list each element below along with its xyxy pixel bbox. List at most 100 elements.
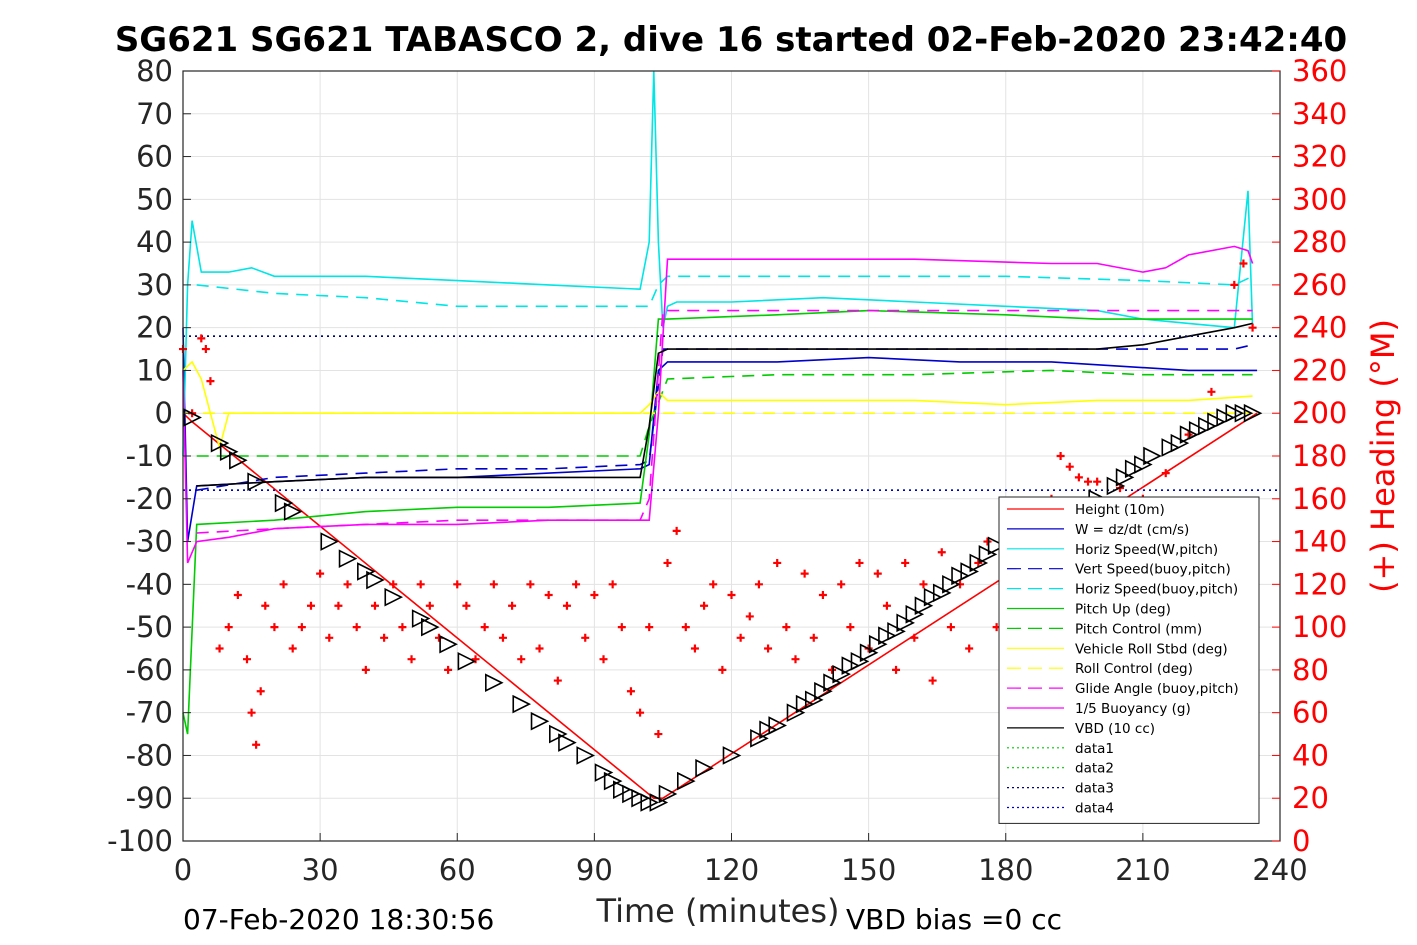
series-pitch-control-mm (196, 369, 1253, 457)
heading-point (1074, 473, 1083, 482)
heading-point (581, 633, 590, 642)
heading-point (910, 633, 919, 642)
depth-markers (183, 403, 1263, 812)
heading-point (256, 687, 265, 696)
x-tick-label: 210 (1115, 853, 1170, 887)
y-right-tick-label: 180 (1292, 439, 1347, 473)
legend-label: data2 (1075, 761, 1114, 777)
heading-point (288, 644, 297, 653)
heading-point (892, 665, 901, 674)
heading-point (247, 708, 256, 717)
x-axis: 0 30 60 90 120 150 180 210 240 (174, 833, 1308, 887)
heading-point (1230, 280, 1239, 289)
heading-point (407, 655, 416, 664)
depth-marker (1134, 455, 1153, 474)
depth-marker (932, 583, 952, 603)
heading-point (1093, 477, 1102, 486)
heading-point (197, 334, 206, 343)
heading-point (800, 569, 809, 578)
depth-marker (1188, 421, 1208, 440)
heading-point (517, 655, 526, 664)
heading-point (773, 558, 782, 567)
series-horiz-speed-w-pitch (182, 70, 1254, 457)
heading-point (1239, 259, 1248, 268)
heading-point (617, 623, 626, 632)
depth-marker (549, 724, 568, 744)
depth-marker (832, 664, 851, 684)
heading-point (636, 708, 645, 717)
legend: Height (10m) W = dz/dt (cm/s) Horiz Speed(… (998, 496, 1260, 824)
depth-marker (219, 442, 239, 462)
heading-point (242, 655, 251, 664)
heading-point (471, 655, 480, 664)
heading-point (818, 591, 827, 600)
depth-marker (759, 720, 778, 740)
depth-marker (896, 613, 915, 633)
depth-marker (859, 643, 879, 663)
heading-point (754, 580, 763, 589)
heading-point (334, 601, 343, 610)
footer-timestamp: 07-Feb-2020 18:30:56 (183, 903, 494, 936)
y-axis-right-label: (+) Heading (°M) (1364, 319, 1402, 593)
y-right-tick-label: 160 (1292, 482, 1347, 516)
heading-point (937, 548, 946, 557)
heading-point (736, 633, 745, 642)
depth-marker (722, 746, 742, 765)
depth-marker (485, 673, 504, 693)
depth-marker (823, 673, 842, 693)
heading-point (562, 601, 571, 610)
heading-point (672, 526, 681, 535)
depth-marker (923, 587, 943, 607)
heading-point (608, 580, 617, 589)
depth-marker (658, 784, 678, 804)
depth-marker (338, 549, 358, 568)
depth-marker (914, 596, 934, 616)
legend-box (998, 496, 1260, 824)
y-right-tick-label: 320 (1292, 140, 1347, 174)
depth-marker (1234, 403, 1254, 423)
heading-point (837, 580, 846, 589)
legend-label: 1/5 Buoyancy (g) (1075, 701, 1191, 717)
heading-point (626, 687, 635, 696)
depth-marker (357, 562, 376, 581)
depth-marker (530, 711, 550, 731)
y-axis-left: -100-90-80-70-60-50-40-30-20-10010203040… (107, 54, 191, 858)
y-tick-label: -60 (126, 653, 173, 687)
heading-point (572, 580, 581, 589)
depth-marker (622, 784, 641, 804)
depth-marker (1225, 403, 1245, 423)
y-tick-label: 60 (136, 140, 173, 174)
y-right-tick-label: 220 (1292, 353, 1347, 387)
heading-point (1065, 462, 1074, 471)
heading-point (1207, 387, 1216, 396)
legend-label: Horiz Speed(W,pitch) (1075, 542, 1218, 558)
series-height-10m (182, 412, 1258, 800)
depth-marker (274, 493, 294, 513)
heading-point (261, 601, 270, 610)
heading-point (764, 644, 773, 653)
depth-marker (384, 587, 404, 607)
y-tick-label: -10 (126, 439, 173, 473)
depth-marker (210, 433, 230, 453)
heading-point (983, 537, 992, 546)
heading-point (526, 580, 535, 589)
depth-marker (768, 716, 787, 735)
y-tick-label: 0 (155, 396, 173, 430)
depth-marker (421, 617, 440, 637)
heading-point (663, 558, 672, 567)
series-1-5-buoyancy-g (182, 245, 1254, 564)
heading-point (965, 644, 974, 653)
heading-point (252, 740, 261, 749)
depth-marker (786, 703, 806, 722)
depth-marker (878, 626, 897, 645)
heading-point (343, 580, 352, 589)
depth-marker (951, 566, 970, 586)
heading-point (745, 612, 754, 621)
heading-point (462, 601, 471, 610)
heading-point (846, 623, 855, 632)
depth-marker (868, 634, 888, 654)
depth-marker (814, 681, 833, 701)
heading-point (1084, 477, 1093, 486)
y-right-tick-label: 20 (1292, 781, 1329, 815)
